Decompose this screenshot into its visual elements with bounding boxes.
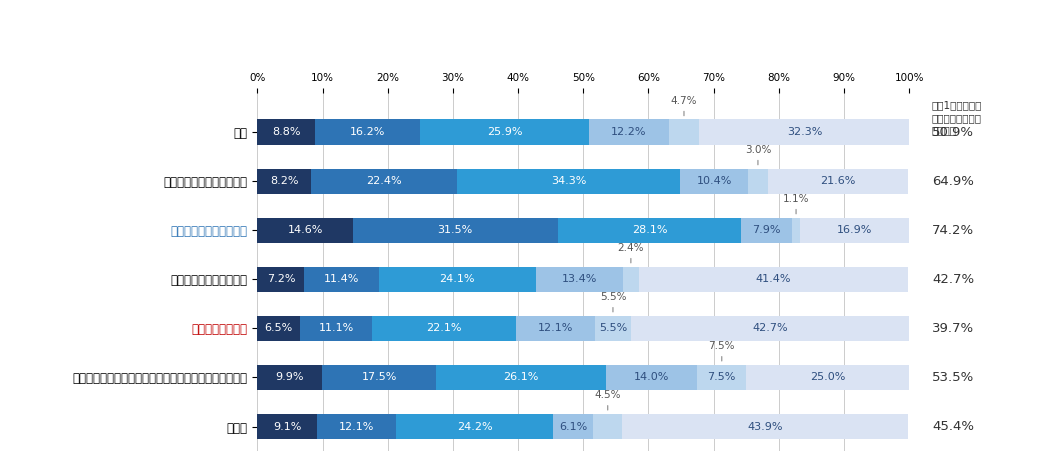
Bar xyxy=(420,120,590,145)
Bar xyxy=(746,365,909,390)
Text: 12.2%: 12.2% xyxy=(612,127,646,137)
Text: 12.1%: 12.1% xyxy=(538,324,573,333)
Bar xyxy=(315,120,420,145)
Text: 5.5%: 5.5% xyxy=(599,324,627,333)
Bar xyxy=(516,316,595,341)
Text: 25.9%: 25.9% xyxy=(487,127,522,137)
Bar xyxy=(257,414,316,439)
Bar xyxy=(590,120,668,145)
Text: 10.4%: 10.4% xyxy=(697,176,731,186)
Bar xyxy=(436,365,606,390)
Bar xyxy=(698,365,746,390)
Bar xyxy=(311,168,457,194)
Text: 9.9%: 9.9% xyxy=(275,372,304,383)
Text: 週に1回以上テレ
ワークを実施して
いる割合: 週に1回以上テレ ワークを実施して いる割合 xyxy=(932,100,983,135)
Bar xyxy=(322,365,436,390)
Text: 31.5%: 31.5% xyxy=(437,226,473,235)
Text: 3.0%: 3.0% xyxy=(745,145,771,165)
Text: 2.4%: 2.4% xyxy=(618,243,644,263)
Bar xyxy=(699,120,910,145)
Text: 45.4%: 45.4% xyxy=(932,420,974,433)
Text: 13.4%: 13.4% xyxy=(561,274,597,285)
Bar xyxy=(792,218,800,243)
Bar xyxy=(800,218,910,243)
Text: 26.1%: 26.1% xyxy=(503,372,539,383)
Text: 6.5%: 6.5% xyxy=(265,324,293,333)
Bar xyxy=(300,316,372,341)
Text: 24.1%: 24.1% xyxy=(439,274,475,285)
Bar xyxy=(257,168,311,194)
Text: 7.2%: 7.2% xyxy=(267,274,295,285)
Text: 12.1%: 12.1% xyxy=(338,422,374,432)
Text: 21.6%: 21.6% xyxy=(821,176,856,186)
Text: 34.3%: 34.3% xyxy=(551,176,586,186)
Bar xyxy=(353,218,558,243)
Bar xyxy=(741,218,792,243)
Bar xyxy=(395,414,553,439)
Text: 28.1%: 28.1% xyxy=(632,226,667,235)
Text: 4.7%: 4.7% xyxy=(671,96,697,116)
Text: 9.1%: 9.1% xyxy=(273,422,302,432)
Text: 53.5%: 53.5% xyxy=(932,371,974,384)
Bar xyxy=(639,266,908,292)
Bar xyxy=(257,218,353,243)
Text: 7.9%: 7.9% xyxy=(753,226,781,235)
Text: 11.4%: 11.4% xyxy=(324,274,359,285)
Bar xyxy=(457,168,680,194)
Text: 8.8%: 8.8% xyxy=(272,127,301,137)
Text: 1.1%: 1.1% xyxy=(783,194,809,214)
Bar xyxy=(680,168,748,194)
Text: 14.0%: 14.0% xyxy=(634,372,669,383)
Text: 4.5%: 4.5% xyxy=(595,390,621,410)
Bar xyxy=(622,414,908,439)
Text: 24.2%: 24.2% xyxy=(457,422,492,432)
Bar xyxy=(623,266,639,292)
Bar xyxy=(593,414,622,439)
Text: 5.5%: 5.5% xyxy=(600,292,626,312)
Text: 32.3%: 32.3% xyxy=(787,127,822,137)
Bar xyxy=(257,266,305,292)
Text: 7.5%: 7.5% xyxy=(708,341,735,361)
Text: 16.9%: 16.9% xyxy=(837,226,872,235)
Text: 8.2%: 8.2% xyxy=(270,176,298,186)
Text: 22.4%: 22.4% xyxy=(366,176,401,186)
Text: 17.5%: 17.5% xyxy=(362,372,396,383)
Bar xyxy=(558,218,741,243)
Bar xyxy=(595,316,631,341)
Text: 64.9%: 64.9% xyxy=(932,175,974,188)
Text: 74.2%: 74.2% xyxy=(932,224,974,237)
Text: 14.6%: 14.6% xyxy=(287,226,323,235)
Text: 22.1%: 22.1% xyxy=(427,324,462,333)
Bar xyxy=(316,414,395,439)
Text: 7.5%: 7.5% xyxy=(707,372,736,383)
Bar xyxy=(668,120,699,145)
Bar xyxy=(257,316,300,341)
Bar xyxy=(305,266,378,292)
Text: 41.4%: 41.4% xyxy=(756,274,791,285)
Bar xyxy=(631,316,909,341)
Bar xyxy=(606,365,698,390)
Bar xyxy=(257,120,315,145)
Text: 43.9%: 43.9% xyxy=(747,422,783,432)
Bar xyxy=(767,168,908,194)
Text: 6.1%: 6.1% xyxy=(559,422,588,432)
Bar xyxy=(536,266,623,292)
Bar xyxy=(372,316,516,341)
Text: 25.0%: 25.0% xyxy=(810,372,845,383)
Text: 42.7%: 42.7% xyxy=(753,324,788,333)
Bar xyxy=(553,414,593,439)
Bar xyxy=(748,168,767,194)
Text: 50.9%: 50.9% xyxy=(932,126,974,139)
Text: 42.7%: 42.7% xyxy=(932,273,974,286)
Text: 39.7%: 39.7% xyxy=(932,322,974,335)
Bar xyxy=(378,266,536,292)
Bar xyxy=(257,365,322,390)
Text: 11.1%: 11.1% xyxy=(318,324,353,333)
Text: 16.2%: 16.2% xyxy=(350,127,386,137)
